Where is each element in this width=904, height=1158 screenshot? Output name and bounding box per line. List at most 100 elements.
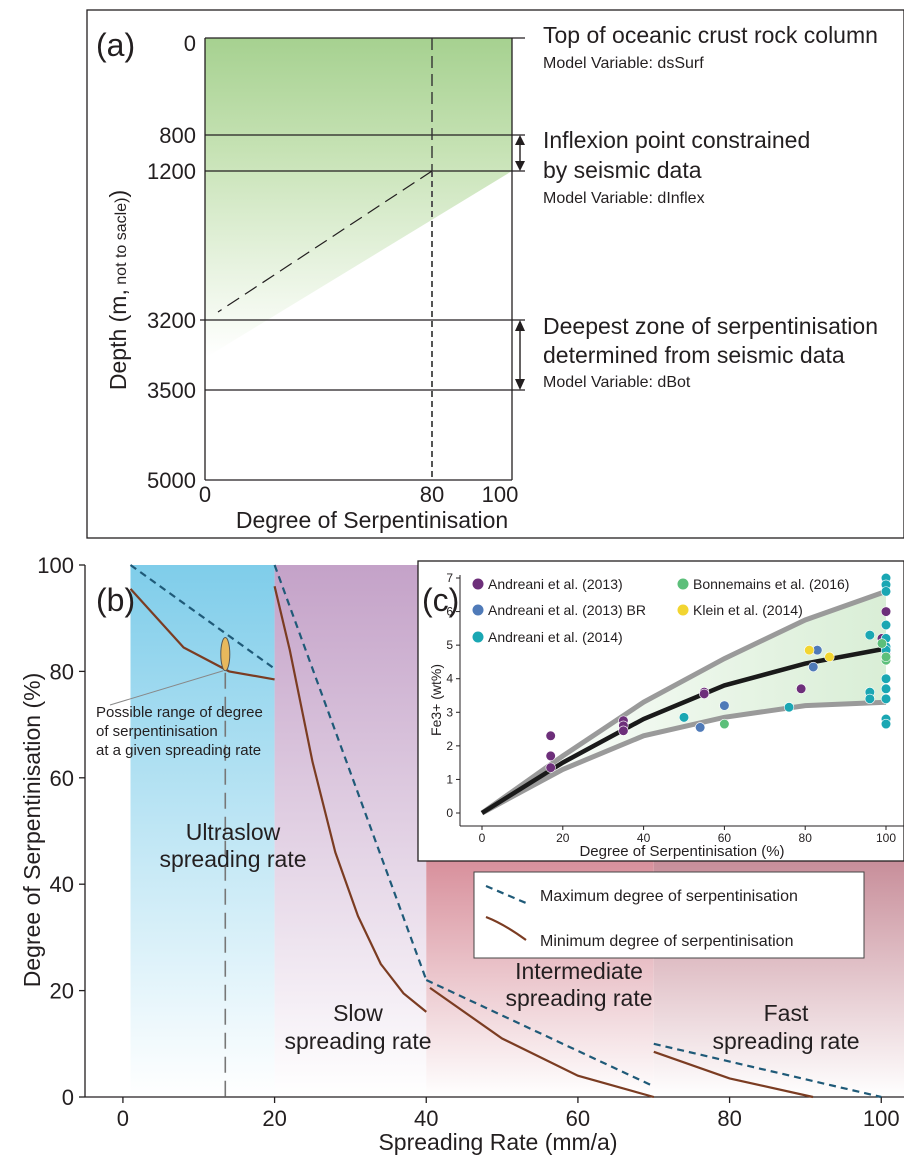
panel-c-y-ticks: 0 1 2 3 4 5 6 7 xyxy=(446,571,460,820)
max-serpentinisation-segment-3 xyxy=(653,1042,882,1099)
min-serpentinisation-segment-3 xyxy=(653,1050,814,1099)
c-y-tick-0: 0 xyxy=(446,806,453,820)
max-serpentinisation-segment-2 xyxy=(425,979,655,1088)
ultraslow-zone xyxy=(130,565,275,1097)
panel-a-y-label-small: not to sacle) xyxy=(113,198,130,290)
x-tick-0: 0 xyxy=(199,482,211,507)
fast-label-2: spreading rate xyxy=(712,1028,859,1054)
legend-c-swatch-andreani-2014 xyxy=(472,631,484,643)
c-x-tick-0: 0 xyxy=(479,831,486,845)
depth-tick-800: 800 xyxy=(159,123,196,148)
legend-c-swatch-andreani-2013-br xyxy=(472,604,484,616)
max-serpentinisation-segment-1 xyxy=(273,564,428,981)
c-point-s2-12 xyxy=(880,673,892,684)
serpentinisation-range-marker xyxy=(220,636,231,672)
deepest-zone-arrow xyxy=(515,320,525,390)
panel-a-y-label: Depth (m, not to sacle)) xyxy=(105,190,131,390)
b-x-tick-80: 80 xyxy=(717,1106,741,1131)
intermediate-label-1: Intermediate xyxy=(515,958,643,984)
legend-c-bonnemains-2016: Bonnemains et al. (2016) xyxy=(693,576,849,592)
c-point-s4-1 xyxy=(824,651,835,662)
c-y-tick-5: 5 xyxy=(446,638,453,652)
panel-a-y-label-main: Depth (m, xyxy=(105,289,131,390)
ultraslow-label-2: spreading rate xyxy=(159,846,306,872)
c-x-tick-60: 60 xyxy=(718,831,732,845)
serpentinisation-profile-line xyxy=(217,170,433,313)
annotation-top-title: Top of oceanic crust rock column xyxy=(543,22,878,48)
c-point-s0-1 xyxy=(545,750,556,762)
legend-max-label: Maximum degree of serpentinisation xyxy=(540,888,798,905)
b-x-tick-0: 0 xyxy=(117,1106,129,1131)
panel-c-x-ticks: 0 20 40 60 80 100 xyxy=(479,826,896,845)
depth-tick-0: 0 xyxy=(184,31,196,56)
c-point-s2-2 xyxy=(864,629,875,641)
legend-c-swatch-bonnemains-2016 xyxy=(677,578,689,590)
lower-bound-curve xyxy=(480,699,887,816)
panel-c: (c) 0 1 2 3 4 5 6 7 0 20 40 60 80 100 Fe3+ (wt%) Deg… xyxy=(417,560,904,862)
legend-max-swatch xyxy=(485,884,527,905)
panel-c-y-label: Fe3+ (wt%) xyxy=(428,664,444,736)
annotation-top-var: Model Variable: dsSurf xyxy=(543,55,704,72)
c-point-s2-14 xyxy=(880,693,892,704)
panel-c-label: (c) xyxy=(422,582,459,618)
legend-min-label: Minimum degree of serpentinisation xyxy=(540,933,793,950)
inflexion-arrow xyxy=(515,135,525,171)
range-note-line-1: Possible range of degree xyxy=(96,704,263,721)
x-tick-80: 80 xyxy=(420,482,444,507)
c-point-s2-13 xyxy=(880,683,892,694)
legend-c-swatch-klein-2014 xyxy=(677,604,689,616)
b-y-tick-0: 0 xyxy=(62,1085,74,1110)
panel-b-x-ticks: 0 20 40 60 80 100 xyxy=(117,1097,900,1131)
ultraslow-label-1: Ultraslow xyxy=(186,819,281,845)
annotation-inflex-line1: Inflexion point constrained xyxy=(543,127,810,153)
depth-tick-1200: 1200 xyxy=(147,159,196,184)
panel-b-y-ticks: 0 20 40 60 80 100 xyxy=(37,553,85,1110)
annotation-deep-var: Model Variable: dBot xyxy=(543,374,691,391)
panel-b-x-label: Spreading Rate (mm/a) xyxy=(378,1129,617,1155)
panel-a: (a) 0 800 1200 3200 3500 5000 0 80 1 xyxy=(86,9,904,539)
fast-label-1: Fast xyxy=(764,1000,809,1026)
panel-c-legend: Andreani et al. (2013) Bonnemains et al.… xyxy=(472,576,849,645)
c-point-s3-0 xyxy=(719,718,730,730)
c-point-s1-2 xyxy=(808,661,819,673)
panel-c-x-label: Degree of Serpentinisation (%) xyxy=(579,843,784,860)
range-note-line-3: at a given spreading rate xyxy=(96,742,261,759)
c-x-tick-40: 40 xyxy=(637,831,651,845)
c-point-s2-16 xyxy=(880,718,892,730)
panel-b-label: (b) xyxy=(96,582,135,618)
legend-c-swatch-andreani-2013 xyxy=(472,578,484,590)
c-y-tick-3: 3 xyxy=(446,705,453,719)
legend-c-andreani-2013-br: Andreani et al. (2013) BR xyxy=(488,602,646,618)
b-y-tick-40: 40 xyxy=(50,872,74,897)
intermediate-label-2: spreading rate xyxy=(505,985,652,1011)
depth-tick-3500: 3500 xyxy=(147,378,196,403)
b-x-tick-40: 40 xyxy=(414,1106,438,1131)
legend-min-swatch xyxy=(485,915,527,941)
b-y-tick-80: 80 xyxy=(50,659,74,684)
b-x-tick-60: 60 xyxy=(566,1106,590,1131)
b-x-tick-20: 20 xyxy=(262,1106,286,1131)
panel-c-points xyxy=(545,572,892,773)
c-point-s3-2 xyxy=(880,651,892,662)
c-point-s0-5 xyxy=(618,725,629,736)
c-y-tick-1: 1 xyxy=(446,772,453,786)
c-point-s2-0 xyxy=(678,712,690,723)
b-x-tick-100: 100 xyxy=(863,1106,900,1131)
min-serpentinisation-segment-1 xyxy=(273,586,427,1013)
c-x-tick-20: 20 xyxy=(556,831,570,845)
min-serpentinisation-segment-2 xyxy=(429,986,655,1099)
c-point-s0-8 xyxy=(796,683,807,694)
legend-c-andreani-2014: Andreani et al. (2014) xyxy=(488,629,623,645)
slow-zone xyxy=(274,565,427,1097)
c-point-s0-2 xyxy=(545,762,556,773)
c-y-tick-6: 6 xyxy=(446,605,453,619)
c-point-s0-10 xyxy=(880,606,892,617)
c-point-s3-3 xyxy=(876,638,888,649)
panel-b-lines xyxy=(129,564,882,1099)
c-point-s1-1 xyxy=(719,700,730,711)
min-serpentinisation-segment-0 xyxy=(129,588,275,681)
b-y-tick-20: 20 xyxy=(50,979,74,1004)
c-x-tick-100: 100 xyxy=(876,831,896,845)
